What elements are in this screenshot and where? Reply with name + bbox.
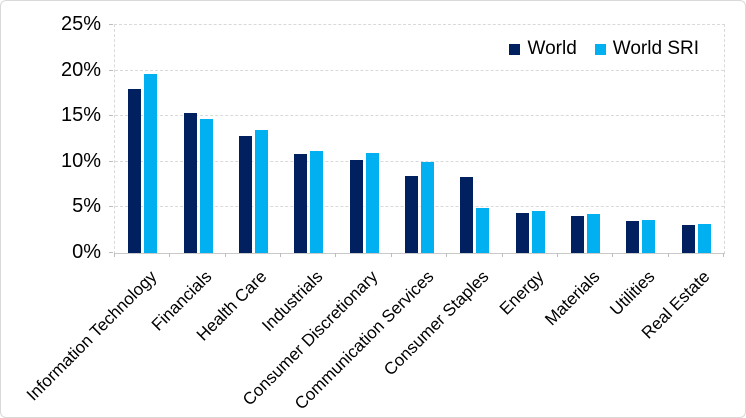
y-tick-label-10pct: 10%: [60, 149, 101, 172]
y-tick-mark: [109, 206, 113, 208]
y-tick-mark: [109, 160, 113, 162]
x-tick-mark: [390, 253, 392, 257]
bar-group-information-technology: [115, 74, 170, 253]
x-tick-mark: [335, 253, 337, 257]
bar-world-sri-real-estate: [697, 223, 711, 253]
bar-world-real-estate: [681, 224, 695, 253]
x-tick-mark: [723, 253, 724, 257]
x-tick-mark: [501, 253, 503, 257]
bars-layer: [115, 25, 724, 253]
bar-group-health-care: [226, 129, 281, 253]
bar-world-consumer-discretionary: [349, 159, 363, 253]
y-tick-label-15pct: 15%: [60, 104, 101, 127]
bar-world-energy: [515, 212, 529, 253]
bar-group-consumer-discretionary: [336, 152, 391, 253]
bar-world-information-technology: [128, 88, 142, 253]
bar-group-real-estate: [669, 223, 724, 253]
legend-entry-world-sri: World SRI: [594, 38, 699, 60]
x-tick-label-consumer-staples: Consumer Staples: [379, 267, 493, 380]
y-tick-label-20pct: 20%: [60, 58, 101, 81]
bar-world-sri-health-care: [254, 129, 268, 253]
y-tick-mark: [109, 24, 113, 25]
gridline-10pct: [115, 160, 724, 162]
x-tick-label-utilities: Utilities: [606, 267, 659, 320]
bar-group-financials: [170, 113, 225, 253]
gridline-15pct: [115, 115, 724, 117]
bar-world-sri-financials: [199, 118, 213, 253]
y-tick-label-25pct: 25%: [60, 13, 101, 35]
gridline-5pct: [115, 206, 724, 208]
x-tick-mark: [446, 253, 448, 257]
bar-world-industrials: [294, 153, 308, 253]
bar-group-communication-services: [392, 161, 447, 253]
x-tick-mark: [169, 253, 171, 257]
x-tick-mark: [280, 253, 282, 257]
x-tick-mark: [556, 253, 558, 257]
bar-world-sri-industrials: [310, 150, 324, 253]
x-tick-label-information-technology: Information Technology: [22, 267, 161, 405]
y-tick-mark: [109, 69, 113, 71]
x-tick-mark: [114, 253, 115, 257]
gridline-20pct: [115, 69, 724, 71]
y-tick-label-5pct: 5%: [72, 195, 101, 218]
legend-label: World: [527, 38, 577, 59]
bar-world-sri-communication-services: [420, 161, 434, 253]
x-tick-label-energy: Energy: [496, 267, 548, 319]
bar-group-energy: [503, 211, 558, 253]
x-tick-mark: [224, 253, 226, 257]
bar-world-materials: [571, 215, 585, 253]
x-tick-mark: [667, 253, 669, 257]
bar-world-sri-utilities: [642, 220, 656, 253]
plot-area: [114, 24, 725, 254]
bar-world-sri-information-technology: [144, 74, 158, 253]
bar-world-sri-consumer-staples: [476, 208, 490, 253]
bar-group-materials: [558, 213, 613, 253]
legend-swatch-icon: [509, 43, 521, 55]
bar-world-utilities: [626, 221, 640, 253]
bar-group-consumer-staples: [447, 177, 502, 253]
legend-label: World SRI: [612, 38, 699, 59]
bar-world-sri-consumer-discretionary: [365, 152, 379, 253]
bar-world-financials: [183, 113, 197, 253]
bar-world-communication-services: [404, 176, 418, 253]
legend-swatch-icon: [594, 43, 606, 55]
bar-world-consumer-staples: [460, 177, 474, 253]
bar-group-industrials: [281, 150, 336, 253]
bar-world-health-care: [238, 136, 252, 253]
legend: World World SRI: [509, 38, 699, 60]
bar-world-sri-materials: [587, 213, 601, 253]
x-tick-mark: [612, 253, 614, 257]
bar-group-utilities: [613, 220, 668, 253]
bar-world-sri-energy: [531, 211, 545, 253]
y-tick-mark: [109, 115, 113, 117]
y-tick-label-0pct: 0%: [72, 241, 101, 263]
legend-entry-world: World: [509, 38, 577, 60]
x-tick-label-materials: Materials: [540, 267, 604, 330]
y-tick-mark: [109, 252, 113, 253]
